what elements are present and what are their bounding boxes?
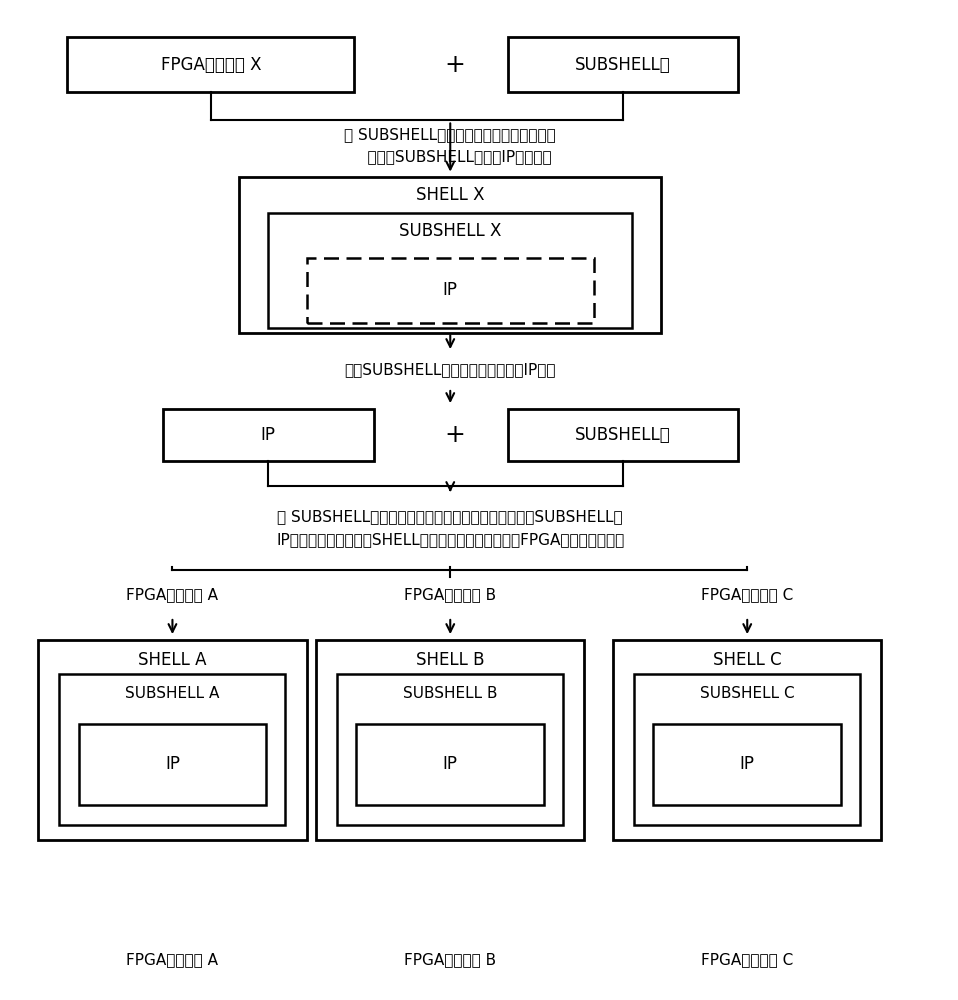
Text: SUBSHELL库: SUBSHELL库: [575, 56, 671, 74]
Text: IP: IP: [443, 281, 458, 299]
Text: 从 SUBSHELL库中选择与目标部署平台特定接口对应的SUBSHELL，: 从 SUBSHELL库中选择与目标部署平台特定接口对应的SUBSHELL，: [278, 510, 623, 524]
Bar: [508, 409, 738, 461]
Text: IP: IP: [165, 755, 180, 773]
Bar: [337, 674, 563, 824]
Bar: [508, 37, 738, 92]
Text: IP: IP: [443, 755, 458, 773]
Bar: [613, 640, 881, 840]
Bar: [307, 257, 594, 322]
Text: SHELL A: SHELL A: [138, 651, 207, 669]
Bar: [38, 640, 307, 840]
Text: +: +: [445, 53, 466, 77]
Text: SUBSHELL C: SUBSHELL C: [700, 686, 794, 701]
Bar: [59, 674, 285, 824]
Bar: [163, 409, 374, 461]
Text: 基于SUBSHELL的统一标准接口进行IP开发: 基于SUBSHELL的统一标准接口进行IP开发: [345, 362, 556, 377]
Text: +: +: [445, 423, 466, 447]
Text: FPGA硬件电路 C: FPGA硬件电路 C: [701, 952, 793, 968]
Text: SUBSHELL库: SUBSHELL库: [575, 426, 671, 444]
Text: FPGA硬件电路 A: FPGA硬件电路 A: [126, 952, 218, 968]
Text: SHELL X: SHELL X: [416, 186, 485, 205]
Bar: [67, 37, 354, 92]
Text: IP即可与目标部署平台SHELL结合编译，进而完成对应FPGA硬件电路的部署: IP即可与目标部署平台SHELL结合编译，进而完成对应FPGA硬件电路的部署: [276, 532, 625, 548]
Bar: [316, 640, 584, 840]
Text: 对应的SUBSHELL，生成IP开发环境: 对应的SUBSHELL，生成IP开发环境: [349, 149, 552, 164]
Text: FPGA部署平台 A: FPGA部署平台 A: [126, 587, 218, 602]
Bar: [634, 674, 860, 824]
Bar: [79, 724, 266, 804]
Text: SHELL C: SHELL C: [713, 651, 782, 669]
Bar: [653, 724, 841, 804]
Text: SUBSHELL X: SUBSHELL X: [399, 222, 501, 239]
Text: SUBSHELL B: SUBSHELL B: [403, 686, 497, 701]
Bar: [356, 724, 544, 804]
Text: IP: IP: [740, 755, 755, 773]
Text: SHELL B: SHELL B: [416, 651, 485, 669]
Text: FPGA部署平台 B: FPGA部署平台 B: [404, 587, 496, 602]
Text: IP: IP: [261, 426, 276, 444]
Text: FPGA硬件电路 B: FPGA硬件电路 B: [404, 952, 496, 968]
Bar: [240, 178, 661, 332]
Text: 从 SUBSHELL库中选择与开发平台特定接口: 从 SUBSHELL库中选择与开发平台特定接口: [344, 127, 557, 142]
Bar: [268, 213, 632, 328]
Text: SUBSHELL A: SUBSHELL A: [125, 686, 219, 701]
Text: FPGA开发平台 X: FPGA开发平台 X: [161, 56, 261, 74]
Text: FPGA部署平台 C: FPGA部署平台 C: [701, 587, 793, 602]
